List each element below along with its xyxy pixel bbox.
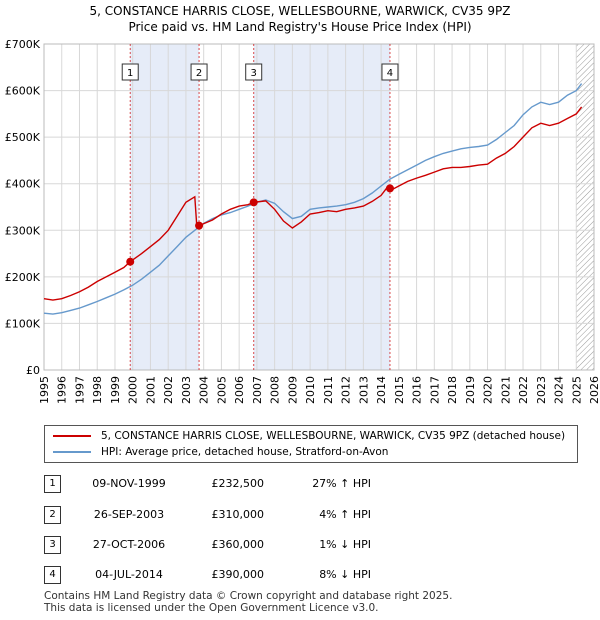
sale-number-box <box>245 63 263 81</box>
legend-item-hpi: HPI: Average price, detached house, Stra… <box>53 444 388 460</box>
x-tick-label: 1995 <box>38 376 51 404</box>
legend-hpi-swatch <box>53 451 91 453</box>
sale-point <box>249 198 258 207</box>
sale-number-box <box>190 63 208 81</box>
transaction-hpi: 4% ↑ HPI <box>319 508 371 521</box>
y-tick-label: £0 <box>26 364 40 377</box>
transaction-marker: 2 <box>44 506 61 524</box>
x-tick-label: 2019 <box>464 376 477 404</box>
sale-number-label: 3 <box>251 68 257 79</box>
table-row: 1 09-NOV-1999 £232,500 27% ↑ HPI <box>44 475 544 495</box>
x-tick-label: 2017 <box>428 376 441 404</box>
y-tick-label: £700K <box>5 38 41 51</box>
x-tick-label: 2015 <box>393 376 406 404</box>
x-tick-label: 2020 <box>482 376 495 404</box>
transaction-price: £390,000 <box>211 568 265 581</box>
x-tick-label: 2006 <box>233 376 246 404</box>
footer-licence: This data is licensed under the Open Gov… <box>44 602 379 614</box>
transaction-date: 04-JUL-2014 <box>95 568 163 581</box>
x-tick-label: 2023 <box>535 376 548 404</box>
transaction-price: £360,000 <box>211 538 265 551</box>
transaction-hpi: 1% ↓ HPI <box>319 538 371 551</box>
x-tick-label: 2000 <box>127 376 140 404</box>
y-tick-label: £500K <box>5 131 41 144</box>
table-row: 3 27-OCT-2006 £360,000 1% ↓ HPI <box>44 536 544 556</box>
y-tick-label: £200K <box>5 271 41 284</box>
x-tick-label: 2010 <box>304 376 317 404</box>
sale-interval-band <box>130 44 200 370</box>
x-tick-label: 2025 <box>570 376 583 404</box>
x-tick-label: 1998 <box>91 376 104 404</box>
x-tick-label: 2001 <box>144 376 157 404</box>
x-tick-label: 2016 <box>411 376 424 404</box>
chart-title-line2: Price paid vs. HM Land Registry's House … <box>128 20 471 34</box>
sale-point <box>126 257 135 266</box>
x-tick-label: 1997 <box>73 376 86 404</box>
y-tick-label: £600K <box>5 85 41 98</box>
series-line <box>43 83 583 315</box>
x-tick-label: 1996 <box>56 376 69 404</box>
transaction-hpi: 8% ↓ HPI <box>319 568 371 581</box>
transaction-price: £232,500 <box>211 477 265 490</box>
transaction-price: £310,000 <box>211 508 265 521</box>
x-tick-label: 2009 <box>286 376 299 404</box>
transaction-date: 09-NOV-1999 <box>92 477 166 490</box>
legend-item-property: 5, CONSTANCE HARRIS CLOSE, WELLESBOURNE,… <box>53 428 565 444</box>
sale-number-box <box>121 63 139 81</box>
legend: 5, CONSTANCE HARRIS CLOSE, WELLESBOURNE,… <box>44 425 578 463</box>
y-tick-label: £300K <box>5 224 41 237</box>
x-tick-label: 2026 <box>588 376 600 404</box>
x-tick-label: 2012 <box>340 376 353 404</box>
transaction-hpi: 27% ↑ HPI <box>312 477 371 490</box>
x-tick-label: 2024 <box>553 376 566 404</box>
sale-number-box <box>381 63 399 81</box>
x-tick-label: 2008 <box>269 376 282 404</box>
x-tick-label: 2005 <box>215 376 228 404</box>
x-tick-label: 2011 <box>322 376 335 404</box>
table-row: 2 26-SEP-2003 £310,000 4% ↑ HPI <box>44 506 544 526</box>
sale-number-label: 2 <box>196 68 202 79</box>
legend-property-label: 5, CONSTANCE HARRIS CLOSE, WELLESBOURNE,… <box>101 430 566 442</box>
x-tick-label: 1999 <box>109 376 122 404</box>
x-tick-label: 2004 <box>198 376 211 404</box>
plot-border <box>43 43 595 371</box>
x-tick-label: 2002 <box>162 376 175 404</box>
transaction-marker: 3 <box>44 536 61 554</box>
sale-point <box>195 221 204 230</box>
price-chart: 5, CONSTANCE HARRIS CLOSE, WELLESBOURNE,… <box>5 4 600 404</box>
y-tick-label: £400K <box>5 178 41 191</box>
footer-copyright: Contains HM Land Registry data © Crown c… <box>44 590 453 602</box>
sale-number-label: 4 <box>387 68 393 79</box>
x-tick-label: 2003 <box>180 376 193 404</box>
legend-property-swatch <box>53 435 91 437</box>
footer: Contains HM Land Registry data © Crown c… <box>44 590 452 614</box>
sale-number-label: 1 <box>127 68 133 79</box>
transaction-date: 27-OCT-2006 <box>92 538 166 551</box>
transaction-date: 26-SEP-2003 <box>93 508 165 521</box>
x-tick-label: 2007 <box>251 376 264 404</box>
table-row: 4 04-JUL-2014 £390,000 8% ↓ HPI <box>44 566 544 586</box>
legend-hpi-label: HPI: Average price, detached house, Stra… <box>101 446 389 458</box>
x-tick-label: 2021 <box>499 376 512 404</box>
sale-point <box>385 184 394 193</box>
x-tick-label: 2014 <box>375 376 388 404</box>
transaction-marker: 4 <box>44 566 61 584</box>
chart-title-line1: 5, CONSTANCE HARRIS CLOSE, WELLESBOURNE,… <box>90 4 511 18</box>
y-tick-label: £100K <box>5 317 41 330</box>
forecast-hatch <box>576 44 594 370</box>
x-tick-label: 2018 <box>446 376 459 404</box>
x-tick-label: 2022 <box>517 376 530 404</box>
series-line <box>43 106 583 301</box>
transaction-marker: 1 <box>44 475 61 493</box>
x-tick-label: 2013 <box>357 376 370 404</box>
